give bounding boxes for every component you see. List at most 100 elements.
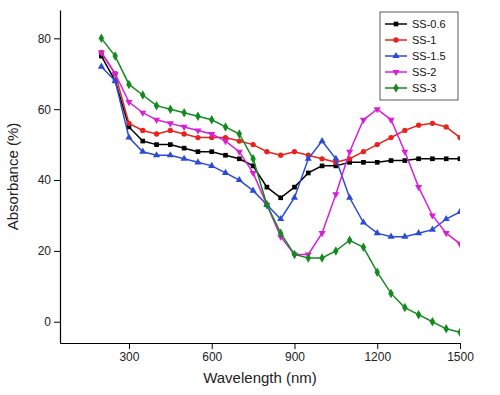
marker (112, 51, 117, 60)
marker (154, 142, 159, 147)
plot: 300 600 900 1200 1500 0 20 40 60 80 SS-0.6 SS-1 SS-1… (38, 11, 475, 364)
tick-label: 0 (44, 315, 51, 329)
marker (237, 129, 242, 138)
marker (360, 218, 367, 224)
axis-line (61, 343, 461, 344)
marker (306, 171, 311, 176)
marker (443, 324, 448, 333)
legend-item: SS-1.5 (385, 50, 446, 62)
marker (196, 149, 201, 154)
marker (305, 155, 312, 161)
marker (209, 115, 214, 124)
marker (430, 317, 435, 326)
legend-item: SS-2 (385, 66, 436, 78)
marker (319, 156, 324, 161)
tick: 0 (44, 315, 60, 329)
marker (168, 104, 173, 113)
legend-marker (393, 83, 398, 92)
legend-label: SS-2 (412, 66, 436, 78)
marker (402, 128, 407, 133)
marker (265, 185, 270, 190)
tick-label: 1500 (447, 350, 474, 364)
axis-line (60, 11, 61, 344)
tick: 40 (38, 173, 60, 187)
marker (209, 149, 214, 154)
legend-label: SS-0.6 (412, 18, 446, 30)
marker (360, 118, 367, 124)
marker (429, 226, 436, 232)
tick-label: 60 (38, 103, 52, 117)
marker (291, 194, 298, 200)
tick: 1200 (364, 343, 391, 364)
marker (430, 156, 435, 161)
tick: 900 (285, 343, 305, 364)
marker (402, 158, 407, 163)
tick-mark (54, 109, 60, 110)
marker (292, 250, 297, 259)
tick: 60 (38, 103, 60, 117)
marker (457, 135, 460, 140)
marker (319, 231, 326, 237)
marker (401, 150, 408, 156)
marker (222, 169, 229, 175)
tick-label: 300 (119, 350, 139, 364)
marker (208, 162, 215, 168)
marker (346, 150, 353, 156)
marker (319, 253, 324, 262)
marker (139, 148, 146, 154)
marker (153, 118, 160, 124)
marker (389, 158, 394, 163)
marker (278, 195, 283, 200)
marker (168, 142, 173, 147)
marker (125, 133, 132, 139)
marker (361, 160, 366, 165)
marker (237, 156, 242, 161)
x-axis-title: Wavelength (nm) (203, 369, 317, 386)
legend-item: SS-1 (385, 34, 436, 46)
tick: 20 (38, 244, 60, 258)
marker (139, 111, 146, 117)
marker (181, 108, 186, 117)
legend-item: SS-3 (385, 82, 436, 94)
tick-label: 20 (38, 244, 52, 258)
marker (194, 128, 201, 134)
marker (250, 187, 257, 193)
marker (375, 142, 380, 147)
marker (154, 131, 159, 136)
marker (361, 243, 366, 252)
marker (181, 131, 186, 136)
marker (332, 155, 339, 161)
marker (401, 233, 408, 239)
legend: SS-0.6 SS-1 SS-1.5 SS-2 SS-3 (380, 12, 458, 100)
marker (236, 176, 243, 182)
legend-marker (394, 22, 399, 27)
tick: 80 (38, 32, 60, 46)
marker (374, 229, 381, 235)
tick-mark (294, 343, 295, 349)
marker (250, 154, 255, 163)
legend-marker (392, 52, 399, 58)
marker (457, 328, 460, 337)
marker (153, 151, 160, 157)
tick-label: 40 (38, 173, 52, 187)
marker (388, 135, 393, 140)
chart: 300 600 900 1200 1500 0 20 40 60 80 SS-0.6 SS-1 SS-1… (0, 0, 500, 395)
marker (168, 128, 173, 133)
x-axis: 300 600 900 1200 1500 (61, 343, 475, 364)
marker (182, 146, 187, 151)
marker (306, 253, 311, 262)
marker (181, 155, 188, 161)
tick-mark (54, 180, 60, 181)
marker (194, 158, 201, 164)
marker (154, 101, 159, 110)
tick-mark (212, 343, 213, 349)
marker (126, 121, 131, 126)
tick: 1500 (447, 343, 474, 364)
marker (236, 150, 243, 156)
marker (444, 124, 449, 129)
tick: 600 (202, 343, 222, 364)
marker (181, 125, 188, 131)
tick-mark (54, 251, 60, 252)
marker (375, 160, 380, 165)
tick-mark (460, 343, 461, 349)
